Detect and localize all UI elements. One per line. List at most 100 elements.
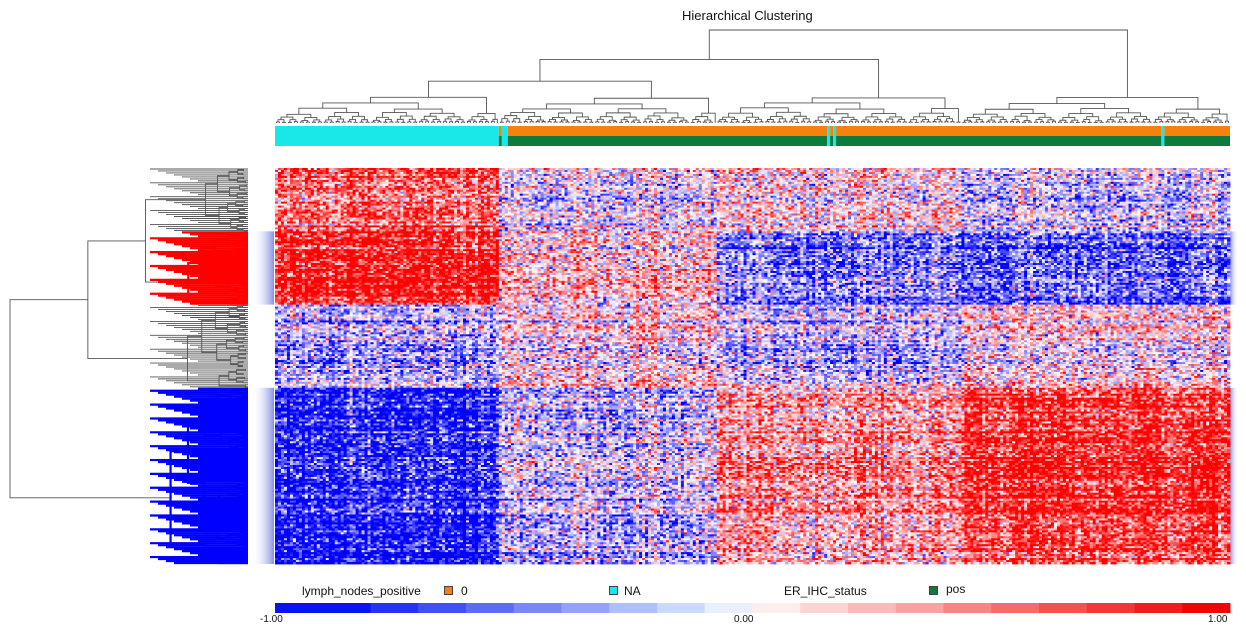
dendrogram-branch: [420, 121, 423, 123]
dendrogram-branch: [766, 121, 769, 123]
dendrogram-branch: [760, 122, 763, 123]
dendrogram-branch: [608, 122, 611, 123]
dendrogram-branch: [702, 113, 715, 123]
dendrogram-branch: [1124, 122, 1127, 123]
dendrogram-branch: [790, 121, 793, 123]
dendrogram-branch: [1196, 122, 1199, 123]
dendrogram-branch: [661, 122, 664, 123]
dendrogram-branch: [288, 122, 291, 123]
dendrogram-branch: [450, 122, 453, 123]
dendrogram-branch: [324, 122, 327, 123]
dendrogram-branch: [667, 122, 670, 123]
dendrogram-branch: [897, 121, 900, 123]
dendrogram-branch: [736, 122, 739, 123]
dendrogram-branch: [1029, 122, 1032, 123]
dendrogram-branch: [724, 122, 727, 123]
dendrogram-branch: [855, 121, 858, 123]
dendrogram-branch: [318, 122, 321, 123]
dendrogram-branch: [547, 104, 643, 109]
dendrogram-branch: [644, 122, 647, 123]
annotation-segment: [827, 126, 830, 136]
dendrogram-branch: [1094, 122, 1097, 123]
dendrogram-branch: [1011, 121, 1014, 123]
dendrogram-branch: [536, 121, 539, 123]
annotation-segment: [833, 136, 836, 146]
dendrogram-branch: [1005, 122, 1008, 123]
dendrogram-branch: [933, 121, 936, 123]
dendrogram-branch: [673, 122, 676, 123]
heatmap-grid: [275, 168, 1230, 564]
dendrogram-branch: [402, 122, 405, 123]
dendrogram-branch: [432, 122, 435, 123]
dendrogram-branch: [709, 122, 712, 123]
dendrogram-branch: [217, 176, 229, 192]
dendrogram-branch: [1142, 122, 1145, 123]
dendrogram-branch: [709, 30, 1127, 97]
dendrogram-branch: [772, 122, 775, 123]
dendrogram-branch: [371, 97, 487, 113]
dendrogram-branch: [1064, 122, 1067, 123]
dendrogram-branch: [1118, 122, 1121, 123]
annotation-segment: [830, 136, 833, 146]
dendrogram-branch: [999, 122, 1002, 123]
row-cluster-band: [1230, 388, 1238, 564]
dendrogram-branch: [842, 117, 854, 120]
dendrogram-branch: [614, 122, 617, 123]
dendrogram-branch: [656, 122, 659, 123]
dendrogram-branch: [384, 122, 387, 123]
dendrogram-branch: [1076, 122, 1079, 123]
dendrogram-branch: [548, 122, 551, 123]
dendrogram-branch: [820, 122, 823, 123]
annotation-segment: [1164, 136, 1230, 146]
dendrogram-branch: [718, 121, 721, 123]
dendrogram-branch: [378, 122, 381, 123]
annotation-segment: [830, 126, 833, 136]
dendrogram-branch: [620, 122, 623, 123]
dendrogram-branch: [219, 208, 231, 224]
annotation-segment: [1164, 126, 1230, 136]
dendrogram-branch: [473, 122, 476, 123]
dendrogram-branch: [530, 121, 533, 123]
dendrogram-branch: [88, 241, 188, 359]
dendrogram-branch: [500, 122, 503, 123]
dendrogram-branch: [330, 122, 333, 123]
dendrogram-branch: [217, 344, 231, 360]
dendrogram-branch: [909, 122, 912, 123]
dendrogram-branch: [1154, 122, 1157, 123]
dendrogram-branch: [512, 121, 515, 123]
dendrogram-branch: [885, 121, 888, 123]
dendrogram-branch: [1130, 122, 1133, 123]
dendrogram-branch: [945, 121, 948, 123]
dendrogram-branch: [462, 122, 465, 123]
dendrogram-branch: [1190, 121, 1193, 123]
dendrogram-branch: [903, 122, 906, 123]
dendrogram-branch: [438, 122, 441, 123]
dendrogram-branch: [849, 121, 852, 123]
dendrogram-branch: [638, 122, 641, 123]
dendrogram-branch: [578, 122, 581, 123]
column-annotation-bars: [275, 126, 1230, 146]
dendrogram-branch: [1172, 121, 1175, 123]
annotation-segment: [836, 126, 1161, 136]
dendrogram-branch: [335, 112, 359, 116]
dendrogram-branch: [969, 122, 972, 123]
dendrogram-branch: [975, 122, 978, 123]
annotation-segment: [508, 126, 827, 136]
dendrogram-branch: [981, 122, 984, 123]
dendrogram-branch: [312, 122, 315, 123]
dendrogram-branch: [560, 122, 563, 123]
dendrogram-branch: [596, 122, 599, 123]
dendrogram-branch: [348, 121, 351, 123]
dendrogram-branch: [1148, 122, 1151, 123]
dendrogram-branch: [594, 98, 708, 113]
dendrogram-branch: [10, 300, 171, 498]
row-cluster-band: [252, 388, 274, 564]
dendrogram-branch: [1214, 122, 1217, 123]
dendrogram-branch: [540, 59, 879, 97]
annotation-segment: [499, 126, 502, 136]
dendrogram-branch: [426, 121, 429, 123]
dendrogram-branch: [1087, 117, 1099, 121]
dendrogram-branch: [742, 122, 745, 123]
dendrogram-branch: [915, 122, 918, 123]
dendrogram-branch: [802, 121, 805, 123]
